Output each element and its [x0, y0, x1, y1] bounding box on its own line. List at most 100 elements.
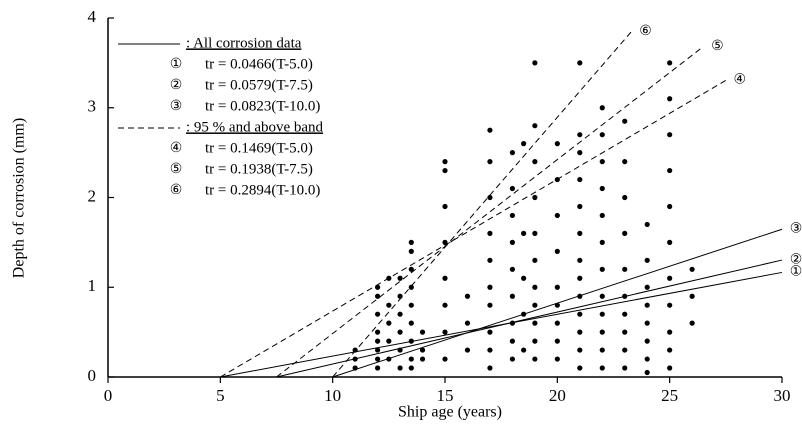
- data-point: [487, 302, 493, 308]
- data-point: [509, 293, 515, 299]
- data-point: [442, 275, 448, 281]
- data-point: [667, 96, 673, 102]
- data-point: [554, 338, 560, 344]
- data-point: [577, 230, 583, 236]
- data-point: [487, 284, 493, 290]
- y-tick-label: 4: [88, 7, 97, 26]
- data-point: [375, 329, 381, 335]
- data-point: [375, 293, 381, 299]
- data-point: [644, 356, 650, 362]
- x-tick-label: 25: [661, 386, 678, 405]
- data-point: [408, 284, 414, 290]
- data-point: [487, 230, 493, 236]
- data-point: [521, 141, 527, 147]
- line-end-marker: ③: [790, 221, 802, 236]
- data-point: [667, 132, 673, 138]
- data-point: [577, 203, 583, 210]
- data-point: [599, 105, 605, 111]
- data-point: [509, 185, 515, 192]
- data-point: [375, 347, 381, 353]
- x-tick-label: 15: [437, 386, 454, 405]
- data-point: [554, 356, 560, 362]
- data-point: [689, 293, 695, 299]
- data-point: [577, 275, 583, 281]
- data-point: [509, 338, 515, 344]
- legend-marker: ①: [170, 57, 183, 72]
- data-point: [408, 302, 414, 308]
- data-point: [644, 284, 650, 290]
- data-point: [442, 329, 448, 335]
- legend-marker: ④: [170, 141, 183, 156]
- data-point: [689, 320, 695, 326]
- data-point: [622, 347, 628, 353]
- data-point: [599, 347, 605, 353]
- data-point: [667, 203, 673, 210]
- data-point: [521, 275, 527, 281]
- data-point: [622, 118, 628, 124]
- data-point: [622, 266, 628, 272]
- data-point: [554, 212, 560, 219]
- data-point: [577, 365, 583, 371]
- fit-line: [332, 31, 632, 378]
- y-tick-label: 3: [88, 97, 97, 116]
- legend-entry: tr = 0.0579(T-7.5): [205, 77, 313, 93]
- data-point: [644, 221, 650, 228]
- data-point: [487, 329, 493, 335]
- data-point: [667, 365, 673, 371]
- data-point: [487, 194, 493, 201]
- data-point: [464, 347, 471, 353]
- y-tick-label: 0: [88, 366, 97, 385]
- data-point: [532, 194, 538, 201]
- data-point: [532, 356, 538, 362]
- data-point: [419, 329, 426, 335]
- line-end-marker: ④: [734, 73, 747, 88]
- data-point: [487, 159, 493, 165]
- line-end-marker: ①: [790, 265, 802, 280]
- data-point: [509, 356, 515, 362]
- data-point: [408, 356, 414, 362]
- data-point: [408, 248, 414, 254]
- data-point: [577, 257, 583, 263]
- data-point: [532, 60, 538, 66]
- data-point: [408, 239, 414, 245]
- data-point: [509, 266, 515, 272]
- data-point: [554, 141, 560, 147]
- data-point: [577, 329, 583, 335]
- data-point: [408, 320, 414, 326]
- line-end-marker: ⑥: [639, 24, 652, 39]
- legend-entry: tr = 0.2894(T-10.0): [205, 182, 320, 198]
- data-point: [397, 275, 403, 281]
- data-point: [532, 257, 538, 263]
- data-point: [442, 203, 448, 210]
- data-point: [532, 338, 538, 344]
- data-point: [408, 365, 414, 371]
- x-tick-label: 5: [216, 386, 225, 405]
- y-axis-label: Depth of corrosion (mm): [11, 118, 28, 278]
- data-point: [464, 320, 471, 326]
- data-point: [532, 320, 538, 326]
- legend-marker: ⑤: [170, 162, 183, 177]
- fit-line: [276, 259, 783, 378]
- data-point: [644, 320, 650, 326]
- data-point: [521, 347, 527, 353]
- data-point: [667, 275, 673, 281]
- data-point: [599, 293, 605, 299]
- line-end-marker: ⑤: [711, 39, 724, 54]
- data-point: [689, 266, 695, 272]
- data-point: [487, 127, 493, 133]
- data-point: [599, 266, 605, 272]
- data-point: [375, 356, 381, 362]
- data-point: [644, 338, 650, 344]
- data-point: [644, 257, 650, 263]
- data-point: [487, 257, 493, 263]
- legend-entry: tr = 0.1469(T-5.0): [205, 140, 313, 156]
- data-point: [419, 347, 426, 353]
- legend-entry: tr = 0.0823(T-10.0): [205, 98, 320, 114]
- data-point: [509, 212, 515, 219]
- data-point: [397, 329, 403, 335]
- data-point: [532, 284, 538, 290]
- legend-group-label: : 95 % and above band: [186, 119, 324, 135]
- data-point: [532, 123, 538, 129]
- data-point: [622, 194, 628, 201]
